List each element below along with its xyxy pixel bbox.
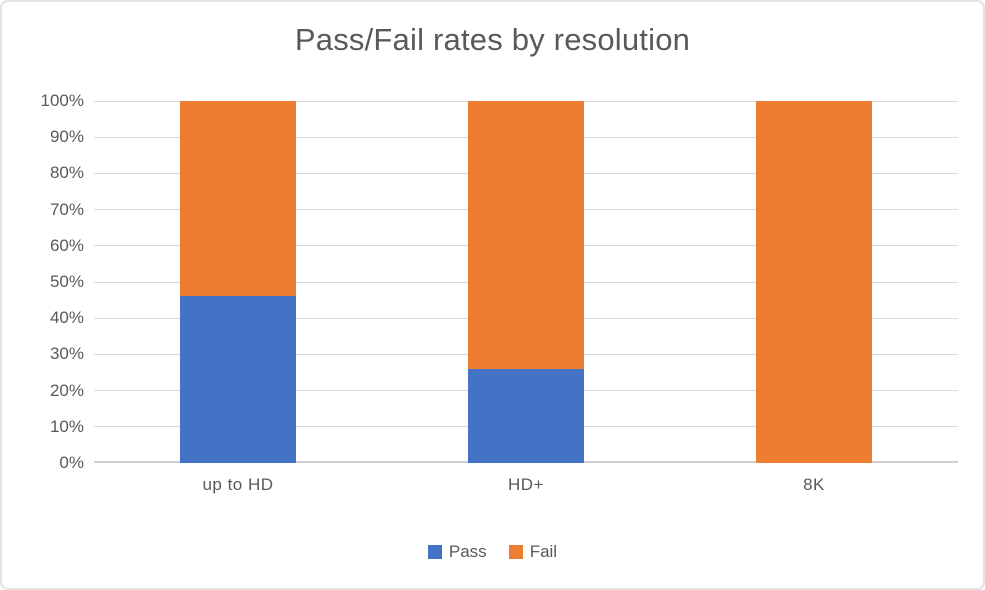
y-tick-label-40%: 40% [49, 308, 84, 328]
x-tick-label-up-to-hd: up to HD [202, 475, 274, 494]
legend-swatch-icon-fail [508, 545, 523, 559]
y-tick-label-70%: 70% [49, 199, 84, 219]
bar-column-hd [468, 101, 584, 463]
y-tick-label-20%: 20% [49, 380, 84, 400]
bar-column-8k [756, 101, 872, 463]
y-tick-label-60%: 60% [49, 235, 84, 255]
y-tick-label-90%: 90% [49, 127, 84, 147]
y-tick-label-100%: 100% [40, 91, 84, 110]
x-axis: up to HD HD+ 8K [94, 475, 958, 501]
x-tick-label-hd: HD+ [508, 475, 544, 494]
bar-segment-fail-hd [468, 101, 584, 369]
y-tick-label-30%: 30% [49, 344, 84, 364]
y-tick-label-80%: 80% [49, 163, 84, 183]
legend-label-fail: Fail [529, 542, 558, 561]
bar-segment-fail-up-to-hd [180, 101, 296, 297]
bar-segment-pass-hd [468, 368, 584, 463]
legend: Pass Fail [2, 542, 983, 562]
y-tick-label-10%: 10% [49, 416, 84, 436]
y-tick-label-0%: 0% [59, 453, 84, 472]
chart-title: Pass/Fail rates by resolution [294, 22, 691, 57]
x-tick-label-8k: 8K [803, 475, 825, 494]
legend-label-pass: Pass [448, 542, 487, 561]
gridline-100% [94, 100, 958, 102]
y-axis: 0% 10% 20% 30% 40% 50% 60% 70% 80% 90% 100% [2, 92, 84, 472]
y-tick-label-50%: 50% [49, 272, 84, 291]
bar-column-up-to-hd [180, 101, 296, 463]
bar-segment-pass-up-to-hd [180, 296, 296, 463]
plot-area [94, 100, 958, 463]
legend-item-pass: Pass [427, 542, 487, 562]
bar-segment-fail-8k [756, 101, 872, 463]
legend-swatch-icon-pass [427, 545, 442, 559]
legend-item-fail: Fail [508, 542, 558, 562]
